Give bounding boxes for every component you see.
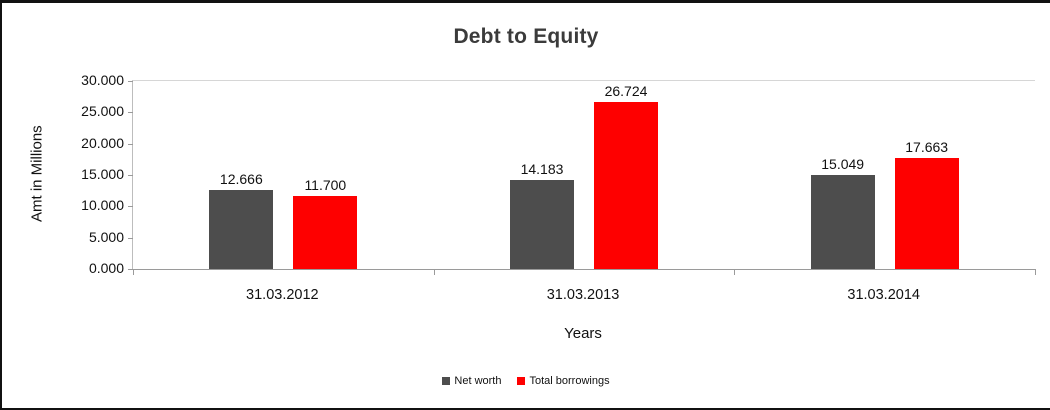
bar-wrap-net-worth: 15.049	[810, 81, 875, 269]
legend-item-net-worth: Net worth	[442, 375, 501, 387]
bar-net-worth	[810, 174, 875, 269]
bar-value-label: 15.049	[821, 155, 865, 172]
y-tick-label: 20.000	[81, 134, 124, 151]
y-tick-label: 10.000	[81, 197, 124, 214]
bar-total-borrowings	[894, 158, 959, 269]
legend-item-total-borrowings: Total borrowings	[517, 375, 610, 387]
bar-value-label: 17.663	[905, 139, 949, 156]
bar-value-label: 14.183	[520, 161, 564, 178]
y-tick-label: 5.000	[88, 228, 124, 245]
bar-group-31.03.2012: 12.666 11.700	[133, 81, 434, 269]
bar-wrap-total-borrowings: 26.724	[594, 81, 658, 269]
bar-group-31.03.2013: 14.183 26.724	[434, 81, 735, 269]
y-tick-label: 15.000	[81, 166, 124, 182]
x-axis-title: Years	[564, 325, 602, 342]
y-tick-label: 25.000	[81, 103, 124, 120]
y-axis-tick-labels: 30.000 25.000 20.000 15.000 10.000 5.000 0.000	[54, 72, 124, 276]
x-axis-tick-mark	[1035, 269, 1036, 275]
y-axis-tick-mark	[128, 206, 133, 208]
bar-net-worth	[510, 180, 574, 269]
bar-wrap-net-worth: 12.666	[209, 81, 274, 269]
bar-group-31.03.2014: 15.049 17.663	[734, 81, 1035, 269]
x-tick-label: 31.03.2013	[546, 287, 620, 303]
x-axis-tick-labels: 31.03.2012 31.03.2013 31.03.2014	[132, 287, 1034, 303]
x-axis-tick-mark	[734, 269, 736, 275]
y-axis-tick-mark	[128, 143, 133, 145]
x-tick-label: 31.03.2012	[246, 287, 319, 303]
y-axis-tick-mark	[128, 237, 133, 239]
legend: Net worth Total borrowings	[2, 375, 1050, 387]
bar-total-borrowings	[594, 101, 658, 269]
legend-swatch-icon	[442, 377, 451, 385]
bar-value-label: 11.700	[304, 176, 347, 193]
legend-label: Total borrowings	[529, 375, 610, 387]
bar-wrap-total-borrowings: 11.700	[293, 81, 358, 269]
x-axis-tick-mark	[133, 269, 134, 275]
bar-total-borrowings	[293, 195, 358, 269]
bar-value-label: 12.666	[219, 170, 263, 187]
bar-wrap-net-worth: 14.183	[510, 81, 574, 269]
x-axis-tick-mark	[433, 269, 435, 275]
legend-swatch-icon	[517, 377, 526, 385]
bar-net-worth	[209, 189, 274, 269]
y-axis-title: Amt in Millions	[28, 125, 46, 223]
y-axis-tick-mark	[128, 81, 133, 82]
y-axis-tick-mark	[128, 269, 133, 270]
x-tick-label: 31.03.2014	[847, 287, 920, 303]
plot-area: 12.666 11.700 14.183 26.724 15.049 17.663	[128, 80, 1036, 275]
bar-value-label: 26.724	[604, 82, 648, 99]
legend-label: Net worth	[454, 375, 502, 387]
bar-wrap-total-borrowings: 17.663	[894, 81, 959, 269]
y-tick-label: 0.000	[88, 260, 124, 276]
y-tick-label: 30.000	[81, 72, 124, 88]
y-axis-tick-mark	[128, 175, 133, 176]
y-axis-tick-mark	[128, 112, 133, 114]
chart-title: Debt to Equity	[453, 25, 599, 48]
